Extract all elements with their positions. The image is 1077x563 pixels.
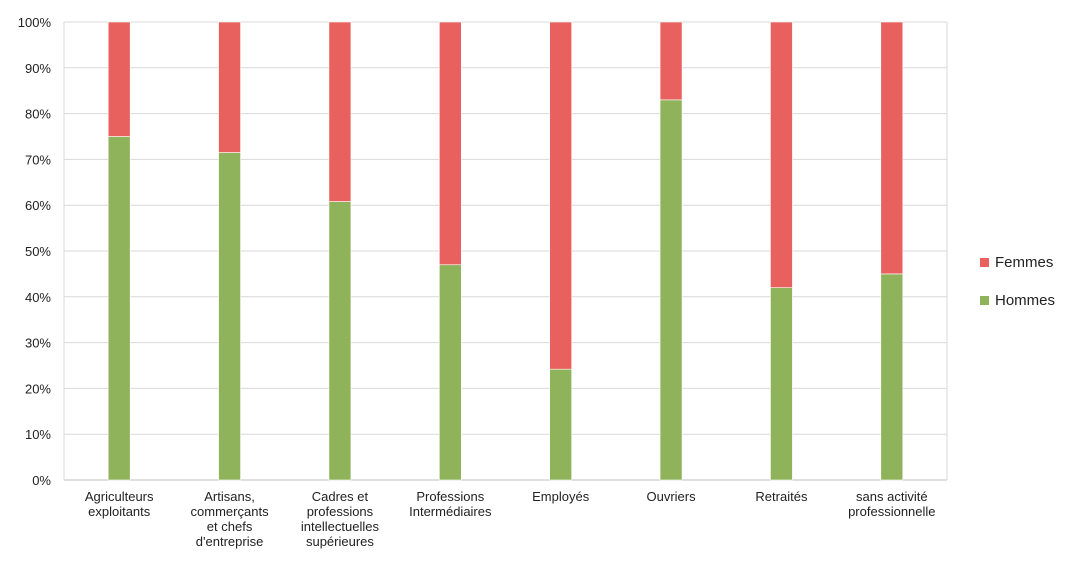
x-tick-label: Professions Intermédiaires (409, 489, 492, 519)
x-tick-label-line: Employés (532, 489, 590, 504)
y-tick-label: 40% (25, 290, 51, 305)
legend-item-hommes: Hommes (980, 289, 1055, 311)
y-tick-label: 100% (18, 15, 52, 30)
bar-femmes (880, 21, 904, 275)
y-tick-label: 70% (25, 152, 51, 167)
bar-femmes (328, 21, 352, 202)
y-tick-label: 60% (25, 198, 51, 213)
y-tick-label: 20% (25, 381, 51, 396)
x-axis-ticks: Agriculteurs exploitants Artisans, commerça… (85, 489, 936, 549)
bar-femmes (218, 21, 241, 153)
bar-hommes (439, 264, 462, 481)
x-tick-label-line: Artisans, (204, 489, 255, 504)
y-tick-label: 80% (25, 107, 51, 122)
bar-femmes (659, 21, 683, 101)
x-tick-label-line: Agriculteurs (85, 489, 154, 504)
x-tick-label: sans activité professionnelle (848, 489, 935, 519)
x-tick-label-line: et chefs (207, 519, 253, 534)
bar-femmes (770, 21, 793, 288)
x-tick-label-line: Intermédiaires (409, 504, 492, 519)
y-tick-label: 50% (25, 244, 51, 259)
legend-swatch-hommes (980, 295, 989, 305)
x-tick-label-line: sans activité (856, 489, 928, 504)
x-tick-label: Cadres et professions intellectuelles supér… (301, 489, 380, 549)
y-tick-label: 0% (32, 473, 51, 488)
x-tick-label-line: intellectuelles (301, 519, 380, 534)
legend: Femmes Hommes (980, 251, 1055, 327)
legend-label-femmes: Femmes (995, 253, 1054, 271)
y-tick-label: 90% (25, 61, 51, 76)
x-tick-label-line: Retraités (755, 489, 808, 504)
x-tick-label-line: Cadres et (312, 489, 369, 504)
y-axis-ticks: 0% 10% 20% 30% 40% 50% 60% 70% 80% 90% 100% (18, 15, 52, 488)
y-tick-label: 10% (25, 427, 51, 442)
bar-femmes (107, 21, 131, 137)
x-tick-label-line: d'entreprise (196, 534, 264, 549)
x-tick-label: Ouvriers (647, 489, 697, 504)
bars (107, 21, 904, 481)
legend-item-femmes: Femmes (980, 251, 1055, 273)
bar-hommes (549, 368, 572, 481)
legend-label-hommes: Hommes (995, 291, 1056, 309)
bar-hommes (880, 273, 904, 481)
x-tick-label-line: professionnelle (848, 504, 935, 519)
x-tick-label-line: commerçants (191, 504, 270, 519)
x-tick-label: Employés (532, 489, 590, 504)
bar-femmes (549, 21, 572, 370)
gridlines (63, 21, 948, 481)
bar-hommes (218, 152, 241, 481)
bar-hommes (107, 136, 131, 481)
bar-hommes (659, 99, 683, 481)
x-tick-label: Artisans, commerçants et chefs d'entreprise (191, 489, 270, 549)
x-tick-label-line: supérieures (306, 534, 374, 549)
bar-hommes (770, 287, 793, 481)
x-tick-label: Agriculteurs exploitants (85, 489, 154, 519)
bar-femmes (439, 21, 462, 266)
x-tick-label-line: Ouvriers (647, 489, 697, 504)
x-tick-label-line: exploitants (88, 504, 151, 519)
legend-swatch-femmes (980, 257, 989, 267)
bar-hommes (328, 201, 352, 481)
y-tick-label: 30% (25, 336, 51, 351)
x-tick-label: Retraités (755, 489, 808, 504)
x-tick-label-line: professions (307, 504, 374, 519)
x-tick-label-line: Professions (416, 489, 484, 504)
